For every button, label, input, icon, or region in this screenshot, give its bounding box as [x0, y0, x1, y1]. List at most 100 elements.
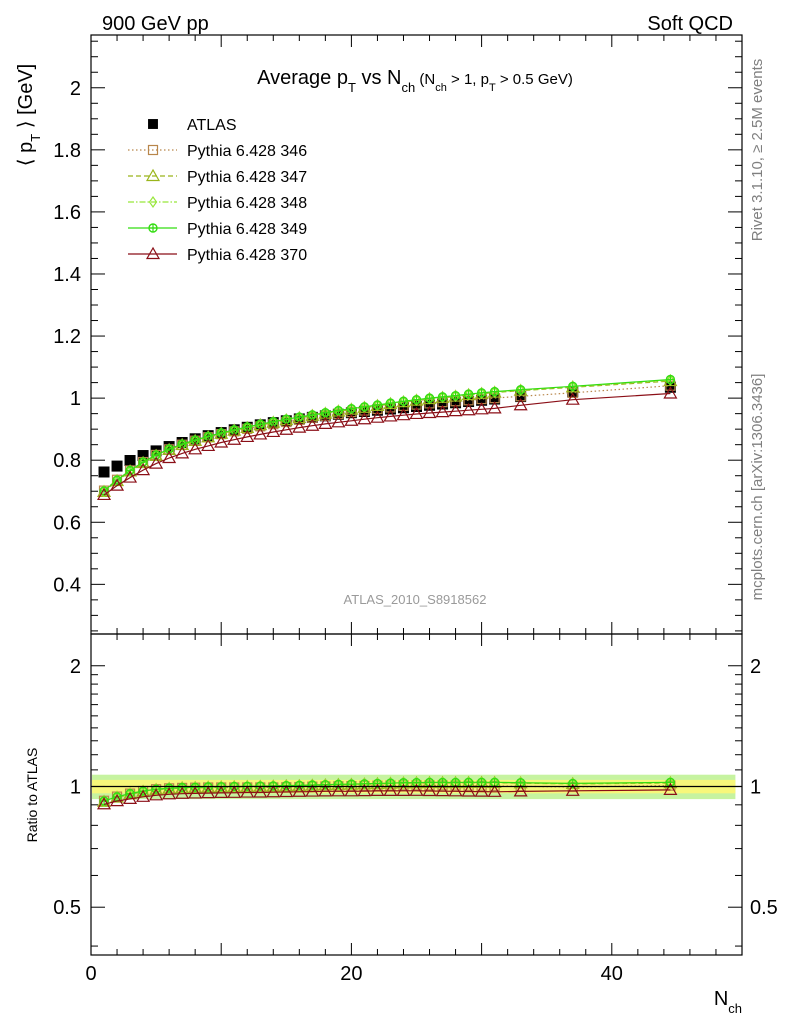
ratio-point-p370 — [266, 785, 281, 798]
legend-marker-atlas — [148, 119, 158, 129]
point-p370 — [214, 435, 229, 448]
point-p348 — [373, 399, 382, 412]
ratio-point-p348 — [229, 780, 239, 793]
point-p348 — [229, 424, 239, 437]
point-p370 — [487, 401, 502, 414]
point-p370 — [149, 456, 164, 469]
legend-item-p370: Pythia 6.428 370 — [128, 246, 307, 264]
x-axis-label: Nch — [714, 988, 742, 1016]
point-p370 — [266, 424, 281, 438]
point-p370 — [357, 412, 372, 425]
ratio-point-p348 — [666, 776, 675, 789]
ratio-point-p370 — [253, 785, 268, 798]
ratio-point-p370 — [318, 784, 333, 797]
point-p370 — [331, 415, 346, 428]
point-atlas — [98, 466, 110, 478]
point-atlas — [463, 396, 475, 408]
y-tick-label: 2 — [70, 78, 81, 100]
ratio-point-p348 — [399, 776, 408, 789]
ratio-point-p348 — [568, 777, 577, 790]
chart-title: Average pT vs Nch (Nch > 1, pT > 0.5 GeV… — [257, 67, 573, 95]
point-p348 — [490, 385, 499, 398]
point-p370 — [474, 402, 489, 415]
point-p348 — [243, 421, 252, 434]
series-p347 — [96, 373, 678, 497]
header-right-label: Soft QCD — [647, 13, 733, 35]
ratio-point-p370 — [149, 788, 164, 801]
point-atlas — [515, 391, 527, 403]
ratio-point-p348 — [477, 776, 486, 789]
ratio-point-p348 — [203, 781, 213, 794]
point-p370 — [279, 422, 294, 435]
ratio-point-p348 — [99, 795, 109, 808]
ratio-y-tick-label-right: 1 — [750, 776, 761, 798]
point-p348 — [425, 392, 434, 405]
point-p370 — [110, 478, 125, 491]
x-tick-label: 0 — [85, 963, 96, 985]
ratio-point-p370 — [162, 787, 177, 800]
ratio-point-p348 — [256, 780, 265, 793]
legend-item-p348: Pythia 6.428 348 — [128, 195, 307, 212]
point-atlas — [437, 398, 449, 410]
y-tick-label: 1.4 — [53, 264, 81, 286]
ratio-point-p348 — [112, 791, 122, 804]
point-p370 — [201, 438, 216, 452]
ratio-point-p370 — [175, 786, 190, 799]
point-p370 — [227, 432, 242, 445]
y-tick-label: 1.2 — [53, 326, 81, 348]
point-p348 — [386, 397, 395, 410]
point-p348 — [666, 374, 675, 387]
point-p370 — [396, 407, 411, 421]
ratio-point-p348 — [216, 780, 226, 793]
ratio-point-p348 — [151, 783, 161, 796]
ratio-series-p370 — [96, 782, 678, 810]
point-p370 — [123, 470, 138, 483]
point-p348 — [568, 380, 577, 393]
ratio-point-p370 — [305, 784, 320, 797]
y-tick-label: 1.6 — [53, 202, 81, 224]
point-p348 — [190, 434, 200, 447]
y-tick-label: 0.6 — [53, 512, 81, 534]
ratio-point-p348 — [373, 777, 382, 790]
ratio-point-p370 — [201, 785, 216, 799]
header-left-label: 900 GeV pp — [102, 13, 209, 35]
ratio-point-p370 — [409, 783, 424, 796]
series-p370 — [96, 386, 678, 501]
point-p348 — [216, 427, 226, 440]
legend-item-atlas: ATLAS — [148, 117, 237, 134]
legend-item-p347: Pythia 6.428 347 — [128, 168, 307, 186]
point-p370 — [292, 420, 307, 433]
ratio-point-p370 — [435, 783, 450, 797]
ratio-point-p370 — [227, 785, 242, 798]
ratio-point-p348 — [412, 776, 421, 789]
point-p370 — [513, 398, 528, 411]
legend-item-p349: Pythia 6.428 349 — [128, 221, 307, 238]
ratio-point-p370 — [331, 784, 346, 797]
ratio-point-p370 — [292, 784, 307, 797]
legend: ATLAS Pythia 6.428 346 Pythia 6.428 347 Pyt… — [128, 117, 307, 264]
ratio-point-p370 — [279, 784, 294, 798]
series-p349 — [99, 374, 676, 496]
mcplots-label: mcplots.cern.ch [arXiv:1306.3436] — [749, 374, 766, 601]
ratio-point-p370 — [396, 783, 411, 796]
ratio-y-tick-label: 2 — [70, 656, 81, 678]
ratio-layer — [91, 775, 742, 810]
y-tick-label: 1.8 — [53, 140, 81, 162]
rivet-version-label: Rivet 3.1.10, ≥ 2.5M events — [749, 59, 766, 242]
point-p370 — [188, 442, 203, 455]
legend-marker-p370 — [145, 246, 161, 260]
ratio-point-p348 — [438, 776, 447, 789]
point-p370 — [565, 392, 580, 405]
ratio-point-p348 — [190, 781, 200, 794]
legend-label-atlas: ATLAS — [187, 117, 237, 134]
ratio-point-p348 — [243, 780, 252, 793]
point-atlas — [450, 397, 462, 409]
legend-marker-p346 — [147, 144, 159, 156]
point-atlas — [397, 402, 409, 414]
ratio-y-axis-label: Ratio to ATLAS — [24, 748, 40, 843]
point-p370 — [175, 446, 190, 459]
ratio-point-p370 — [214, 785, 229, 798]
point-p348 — [464, 388, 473, 401]
point-p370 — [344, 413, 359, 426]
